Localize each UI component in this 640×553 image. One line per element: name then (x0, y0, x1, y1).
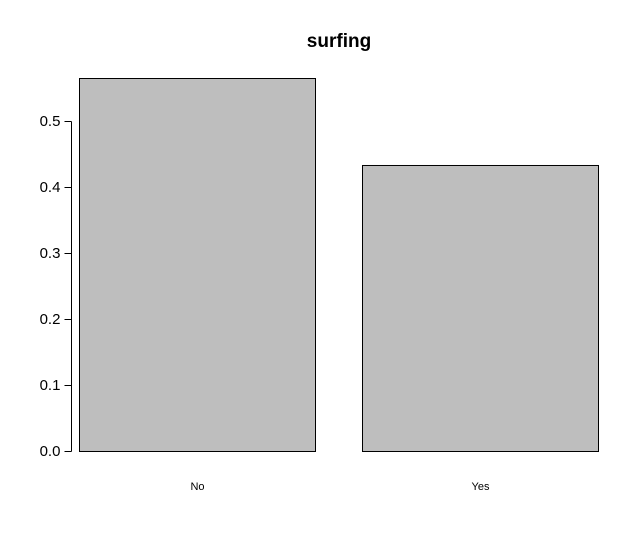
bar-yes (363, 165, 599, 451)
y-tick-label: 0.2 (40, 311, 61, 328)
y-tick-label: 0.5 (40, 113, 61, 130)
y-axis: 0.0 0.1 0.2 0.3 0.4 0.5 (40, 113, 72, 460)
chart-title: surfing (307, 31, 371, 52)
x-tick-label-yes: Yes (472, 481, 490, 493)
x-tick-label-no: No (190, 481, 204, 493)
x-tick-labels-group: No Yes (190, 481, 489, 493)
y-tick-label: 0.0 (40, 443, 61, 460)
y-tick-label: 0.1 (40, 377, 61, 394)
y-tick-label: 0.3 (40, 245, 61, 262)
y-tick-label: 0.4 (40, 179, 61, 196)
bars-group (80, 79, 599, 452)
bar-no (80, 79, 316, 452)
